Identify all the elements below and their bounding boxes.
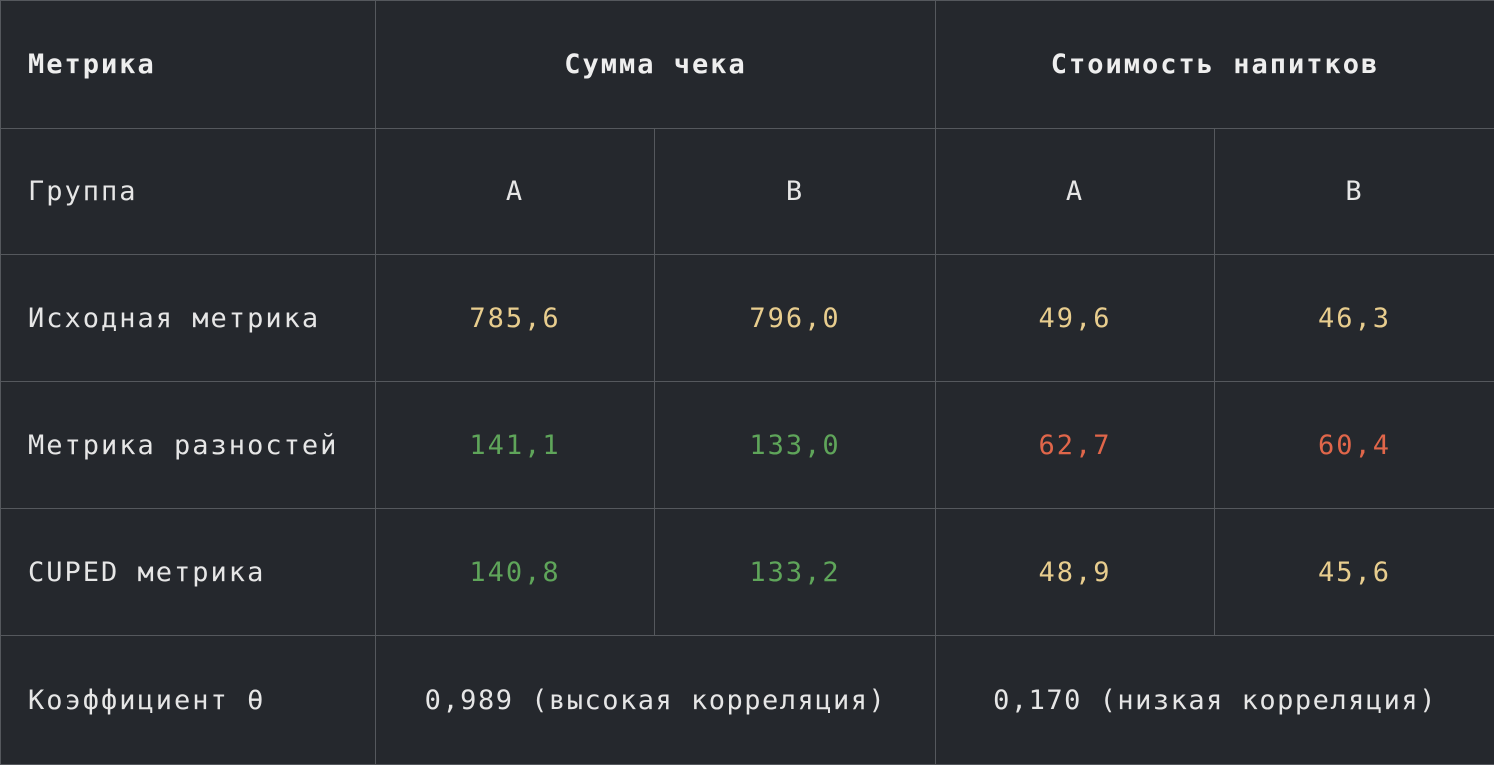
theta-check-sum: 0,989 (высокая корреляция) — [376, 636, 936, 765]
group-check-sum-a: A — [376, 129, 655, 255]
group-label: Группа — [1, 129, 376, 255]
drinks-a-value: 49,6 — [936, 255, 1215, 382]
drinks-a-value: 48,9 — [936, 509, 1215, 636]
check-sum-a-value: 141,1 — [376, 382, 655, 509]
drinks-b-value: 60,4 — [1215, 382, 1494, 509]
check-sum-b-value: 133,0 — [655, 382, 936, 509]
group-drinks-a: A — [936, 129, 1215, 255]
header-drinks-cost: Стоимость напитков — [936, 1, 1494, 129]
check-sum-b-value: 796,0 — [655, 255, 936, 382]
check-sum-a-value: 785,6 — [376, 255, 655, 382]
row-label: CUPED метрика — [1, 509, 376, 636]
drinks-a-value: 62,7 — [936, 382, 1215, 509]
theta-row: Коэффициент θ 0,989 (высокая корреляция)… — [1, 636, 1494, 765]
group-check-sum-b: B — [655, 129, 936, 255]
check-sum-a-value: 140,8 — [376, 509, 655, 636]
group-row: Группа A B A B — [1, 129, 1494, 255]
table-row: CUPED метрика 140,8 133,2 48,9 45,6 — [1, 509, 1494, 636]
group-drinks-b: B — [1215, 129, 1494, 255]
check-sum-b-value: 133,2 — [655, 509, 936, 636]
header-metric-label: Метрика — [1, 1, 376, 129]
row-label: Исходная метрика — [1, 255, 376, 382]
row-label: Метрика разностей — [1, 382, 376, 509]
theta-drinks: 0,170 (низкая корреляция) — [936, 636, 1494, 765]
drinks-b-value: 45,6 — [1215, 509, 1494, 636]
theta-label: Коэффициент θ — [1, 636, 376, 765]
header-row: Метрика Сумма чека Стоимость напитков — [1, 1, 1494, 129]
table-row: Исходная метрика 785,6 796,0 49,6 46,3 — [1, 255, 1494, 382]
drinks-b-value: 46,3 — [1215, 255, 1494, 382]
table-row: Метрика разностей 141,1 133,0 62,7 60,4 — [1, 382, 1494, 509]
header-check-sum: Сумма чека — [376, 1, 936, 129]
